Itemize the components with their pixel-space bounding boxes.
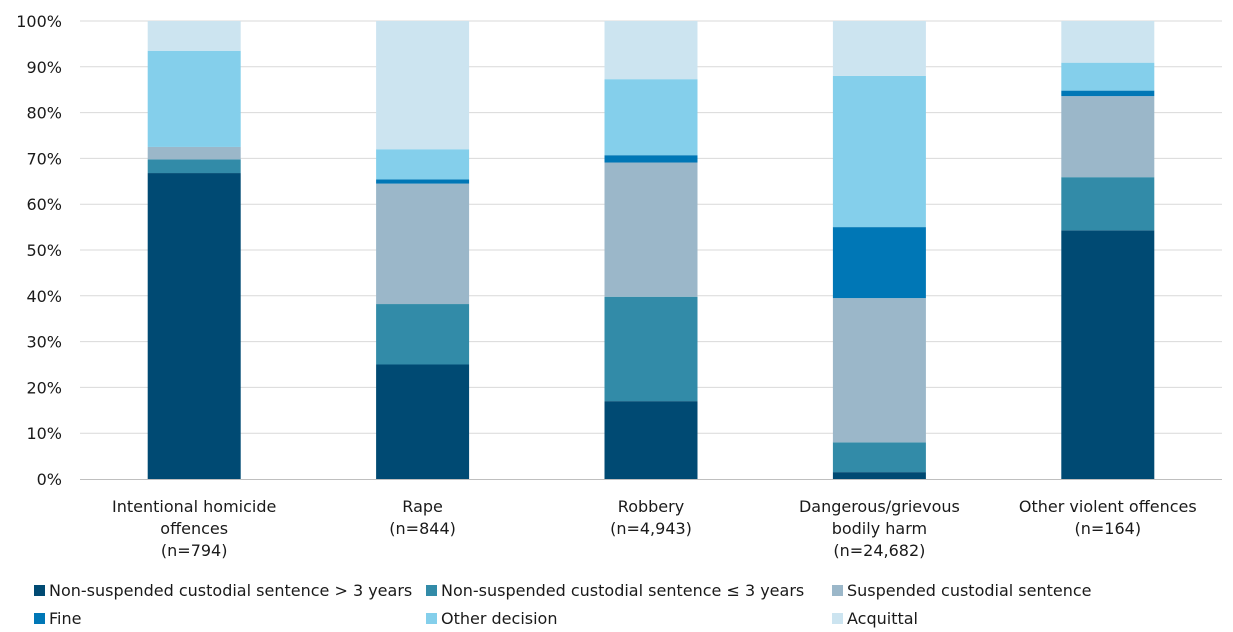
legend-swatch [426, 612, 437, 624]
y-tick-label: 10% [26, 424, 62, 443]
x-category-label: (n=4,943) [610, 519, 692, 538]
bar-segment [604, 155, 698, 163]
bar-segment [376, 304, 470, 365]
bar-segment [1061, 177, 1155, 231]
legend-item: Acquittal [832, 604, 918, 632]
bar-segment [604, 21, 698, 80]
bar-segment [832, 442, 926, 473]
x-category-label: Robbery [618, 497, 684, 516]
bar-segment [832, 21, 926, 76]
bar-segment [147, 146, 241, 160]
x-category-label: offences [160, 519, 228, 538]
legend: Non-suspended custodial sentence > 3 yea… [34, 576, 1224, 632]
legend-label: Suspended custodial sentence [847, 580, 1092, 600]
legend-label: Fine [49, 608, 82, 628]
x-category-label: (n=24,682) [833, 541, 925, 560]
y-tick-label: 90% [26, 58, 62, 77]
legend-label: Non-suspended custodial sentence > 3 yea… [49, 580, 413, 600]
y-tick-label: 80% [26, 104, 62, 123]
legend-item: Other decision [426, 604, 557, 632]
stacked-bar-chart: 0% 10% 20% 30% 40% 50% 60% 70% 80% 90% 100% Intent… [16, 12, 1222, 560]
bar-segment [376, 183, 470, 305]
bar-segment [604, 162, 698, 297]
x-category-label: (n=844) [389, 519, 456, 538]
y-tick-label: 20% [26, 378, 62, 397]
legend-item: Non-suspended custodial sentence > 3 yea… [34, 576, 412, 604]
bar-segment [147, 173, 241, 479]
x-category-label: Dangerous/grievous [799, 497, 960, 516]
bar-segment [832, 227, 926, 299]
legend-item: Suspended custodial sentence [832, 576, 1092, 604]
x-category-label: Rape [402, 497, 443, 516]
bar-segment [147, 159, 241, 174]
bar-segment [832, 298, 926, 443]
bar-segment [1061, 96, 1155, 178]
y-tick-label: 100% [16, 12, 62, 31]
bar-segment [604, 79, 698, 156]
bar-segment [1061, 90, 1155, 97]
x-category-label: (n=164) [1075, 519, 1142, 538]
x-category-label: (n=794) [161, 541, 228, 560]
legend-swatch [34, 584, 45, 596]
bar-segment [376, 364, 470, 479]
bar-segment [376, 179, 470, 184]
x-category-label: Intentional homicide [112, 497, 276, 516]
legend-label: Non-suspended custodial sentence ≤ 3 yea… [441, 580, 805, 600]
legend-label: Other decision [441, 608, 558, 628]
bar-segment [147, 50, 241, 147]
bar-segment [604, 401, 698, 479]
bar-segment [1061, 230, 1155, 479]
y-tick-label: 40% [26, 287, 62, 306]
bar-segment [832, 472, 926, 479]
bar-segment [147, 21, 241, 51]
legend-swatch [426, 584, 437, 596]
x-category-label: Other violent offences [1019, 497, 1197, 516]
bars [147, 21, 1155, 479]
legend-item: Fine [34, 604, 81, 632]
y-tick-label: 70% [26, 149, 62, 168]
bar-segment [1061, 62, 1155, 91]
bar-segment [376, 21, 470, 150]
y-tick-label: 50% [26, 241, 62, 260]
legend-row-2: Fine Other decision Acquittal [34, 604, 1224, 632]
bar-segment [1061, 21, 1155, 63]
legend-row-1: Non-suspended custodial sentence > 3 yea… [34, 576, 1224, 604]
legend-label: Acquittal [847, 608, 918, 628]
bar-segment [376, 149, 470, 180]
y-tick-label: 60% [26, 195, 62, 214]
x-category-label: bodily harm [832, 519, 927, 538]
bar-segment [604, 296, 698, 402]
bar-segment [832, 75, 926, 228]
legend-swatch [832, 584, 843, 596]
legend-swatch [34, 612, 45, 624]
legend-swatch [832, 612, 843, 624]
legend-item: Non-suspended custodial sentence ≤ 3 yea… [426, 576, 804, 604]
y-tick-label: 0% [37, 470, 62, 489]
y-axis-tick-labels: 0% 10% 20% 30% 40% 50% 60% 70% 80% 90% 100% [16, 12, 62, 489]
y-tick-label: 30% [26, 333, 62, 352]
x-axis-category-labels: Intentional homicide offences (n=794) Rape (… [112, 497, 1197, 560]
